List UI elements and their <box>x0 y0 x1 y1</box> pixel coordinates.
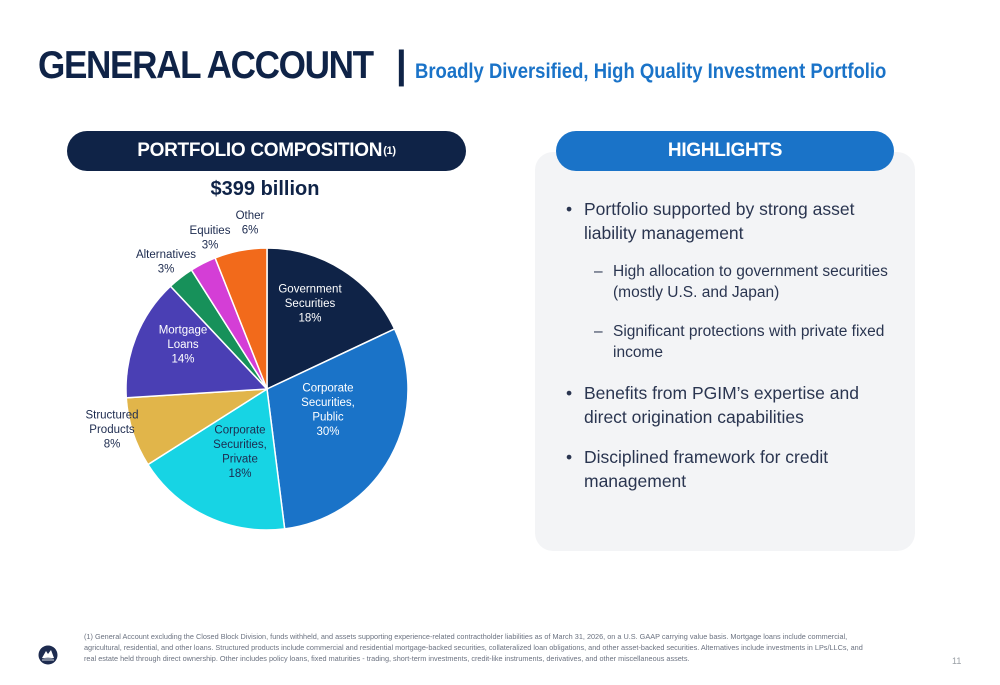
title-separator: | <box>395 44 407 87</box>
pie-label-7: Other 6% <box>236 210 265 237</box>
footnote: (1) General Account excluding the Closed… <box>84 632 863 663</box>
highlight-sub-1: – High allocation to government securitie… <box>594 261 896 303</box>
pie-slice-4 <box>125 285 269 399</box>
portfolio-composition-heading: PORTFOLIO COMPOSITION (1) <box>67 131 466 171</box>
pie-slice-7 <box>214 247 268 390</box>
pie-label-1: Corporate Securities, Public 30% <box>301 382 355 438</box>
highlights-heading: HIGHLIGHTS <box>556 131 894 171</box>
pie-label-6: Equities 3% <box>190 225 231 252</box>
pie-label-4: Mortgage Loans 14% <box>159 325 208 366</box>
page-title: GENERAL ACCOUNT <box>38 44 374 87</box>
footnote-marker: (1) <box>383 145 396 157</box>
pie-slice-0 <box>266 247 396 391</box>
page-title-row: GENERAL ACCOUNT | Broadly Diversified, H… <box>38 44 950 88</box>
page-subtitle: Broadly Diversified, High Quality Invest… <box>414 60 887 83</box>
page-number: 11 <box>952 656 962 666</box>
company-logo-icon <box>38 645 58 665</box>
pie-slice-2 <box>146 387 286 531</box>
highlight-bullet-1: • Portfolio supported by strong asset lia… <box>566 197 896 245</box>
highlight-text-1: Portfolio supported by strong asset liab… <box>584 199 855 243</box>
highlights-list: • Portfolio supported by strong asset lia… <box>566 197 896 509</box>
pie-label-5: Alternatives 3% <box>136 249 196 276</box>
pie-label-0: Government Securities 18% <box>278 284 342 325</box>
highlights-panel <box>535 152 915 551</box>
highlight-bullet-3: • Disciplined framework for credit manage… <box>566 445 896 493</box>
pie-slice-1 <box>266 327 409 530</box>
highlight-sub-text-2: Significant protections with private fix… <box>613 323 885 361</box>
highlight-text-3: Disciplined framework for credit managem… <box>584 447 829 491</box>
highlights-label: HIGHLIGHTS <box>667 140 783 161</box>
highlight-sub-2: – Significant protections with private fi… <box>594 321 896 363</box>
highlight-bullet-2: • Benefits from PGIM’s expertise and dire… <box>566 381 896 429</box>
portfolio-composition-label: PORTFOLIO COMPOSITION <box>137 140 383 161</box>
highlight-sub-text-1: High allocation to government securities… <box>613 263 888 301</box>
pie-label-3: Structured Products 8% <box>85 410 138 451</box>
pie-label-2: Corporate Securities, Private 18% <box>213 424 267 480</box>
highlight-text-2: Benefits from PGIM’s expertise and direc… <box>584 383 859 427</box>
portfolio-total: $399 billion <box>210 178 320 200</box>
